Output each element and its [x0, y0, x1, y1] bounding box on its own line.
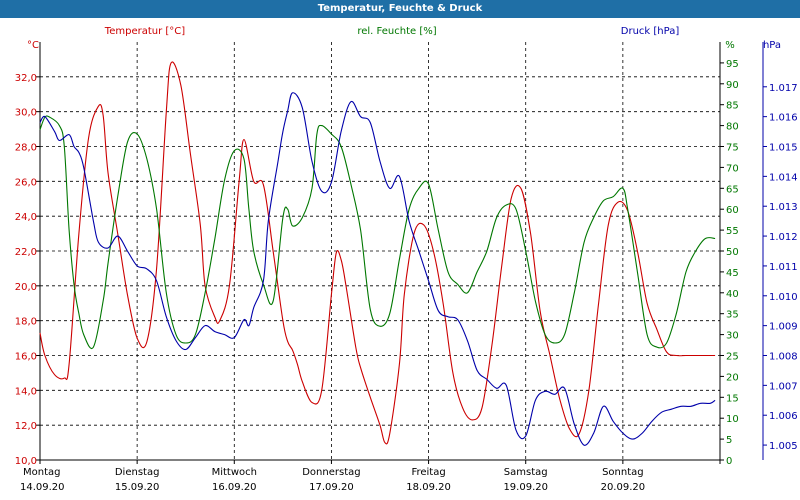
pressure-tick-label: 1.009 — [769, 322, 798, 333]
x-day-label: Samstag — [504, 467, 548, 478]
pressure-tick-label: 1.016 — [769, 113, 798, 124]
temperature-unit: °C — [27, 40, 39, 51]
temperature-tick-label: 28,0 — [15, 143, 37, 154]
x-day-label: Montag — [23, 467, 60, 478]
chart-title: Temperatur, Feuchte & Druck — [0, 0, 800, 18]
pressure-tick-label: 1.008 — [769, 352, 798, 363]
x-day-label: Donnerstag — [302, 467, 360, 478]
humidity-tick-label: 75 — [726, 143, 739, 154]
humidity-tick-label: 15 — [726, 393, 739, 404]
x-day-label: Freitag — [411, 467, 445, 478]
pressure-tick-label: 1.012 — [769, 232, 798, 243]
x-date-label: 16.09.20 — [212, 482, 257, 493]
pressure-tick-label: 1.017 — [769, 83, 798, 94]
pressure-tick-label: 1.011 — [769, 262, 798, 273]
temperature-tick-label: 10,0 — [15, 456, 37, 467]
temperature-tick-label: 26,0 — [15, 177, 37, 188]
x-day-label: Sonntag — [602, 467, 644, 478]
series-line-pressure — [39, 92, 716, 446]
temperature-axis-label: Temperatur [°C] — [104, 26, 185, 37]
humidity-tick-label: 30 — [726, 331, 739, 342]
pressure-tick-label: 1.015 — [769, 143, 798, 154]
humidity-tick-label: 40 — [726, 289, 739, 300]
pressure-unit: hPa — [763, 40, 781, 51]
humidity-tick-label: 35 — [726, 310, 739, 321]
humidity-tick-label: 10 — [726, 414, 739, 425]
pressure-tick-label: 1.006 — [769, 411, 798, 422]
series-line-humidity — [39, 115, 716, 349]
humidity-tick-label: 45 — [726, 268, 739, 279]
x-day-label: Mittwoch — [212, 467, 257, 478]
humidity-tick-label: 95 — [726, 59, 739, 70]
x-date-label: 17.09.20 — [309, 482, 354, 493]
temperature-tick-label: 24,0 — [15, 212, 37, 223]
pressure-tick-label: 1.013 — [769, 202, 798, 213]
humidity-tick-label: 65 — [726, 184, 739, 195]
humidity-unit: % — [725, 40, 735, 51]
humidity-tick-label: 90 — [726, 80, 739, 91]
humidity-tick-label: 60 — [726, 205, 739, 216]
humidity-tick-label: 80 — [726, 122, 739, 133]
temperature-tick-label: 22,0 — [15, 247, 37, 258]
temperature-tick-label: 30,0 — [15, 108, 37, 119]
x-day-label: Dienstag — [115, 467, 160, 478]
temperature-tick-label: 14,0 — [15, 386, 37, 397]
humidity-tick-label: 25 — [726, 352, 739, 363]
temperature-tick-label: 12,0 — [15, 421, 37, 432]
x-date-label: 14.09.20 — [20, 482, 65, 493]
x-date-label: 15.09.20 — [115, 482, 160, 493]
humidity-tick-label: 0 — [726, 456, 732, 467]
pressure-tick-label: 1.005 — [769, 441, 798, 452]
series-line-temperature — [39, 61, 716, 445]
temperature-tick-label: 18,0 — [15, 317, 37, 328]
x-date-label: 18.09.20 — [406, 482, 451, 493]
humidity-tick-label: 85 — [726, 101, 739, 112]
pressure-tick-label: 1.010 — [769, 292, 798, 303]
humidity-tick-label: 70 — [726, 163, 739, 174]
temperature-tick-label: 32,0 — [15, 73, 37, 84]
humidity-tick-label: 55 — [726, 226, 739, 237]
x-date-label: 19.09.20 — [503, 482, 548, 493]
humidity-axis-label: rel. Feuchte [%] — [357, 26, 436, 37]
temperature-tick-label: 16,0 — [15, 352, 37, 363]
pressure-tick-label: 1.014 — [769, 172, 798, 183]
humidity-tick-label: 5 — [726, 435, 732, 446]
pressure-tick-label: 1.007 — [769, 381, 798, 392]
humidity-tick-label: 50 — [726, 247, 739, 258]
tick-labels: 10,0 12,0 14,0 16,0 18,0 20,0 22,0 24,0 26,0 28,0… — [15, 59, 798, 493]
series-lines — [39, 61, 716, 446]
temperature-tick-label: 20,0 — [15, 282, 37, 293]
grid-lines — [40, 42, 720, 461]
pressure-axis-label: Druck [hPa] — [621, 26, 680, 37]
humidity-tick-label: 20 — [726, 372, 739, 383]
x-date-label: 20.09.20 — [601, 482, 646, 493]
